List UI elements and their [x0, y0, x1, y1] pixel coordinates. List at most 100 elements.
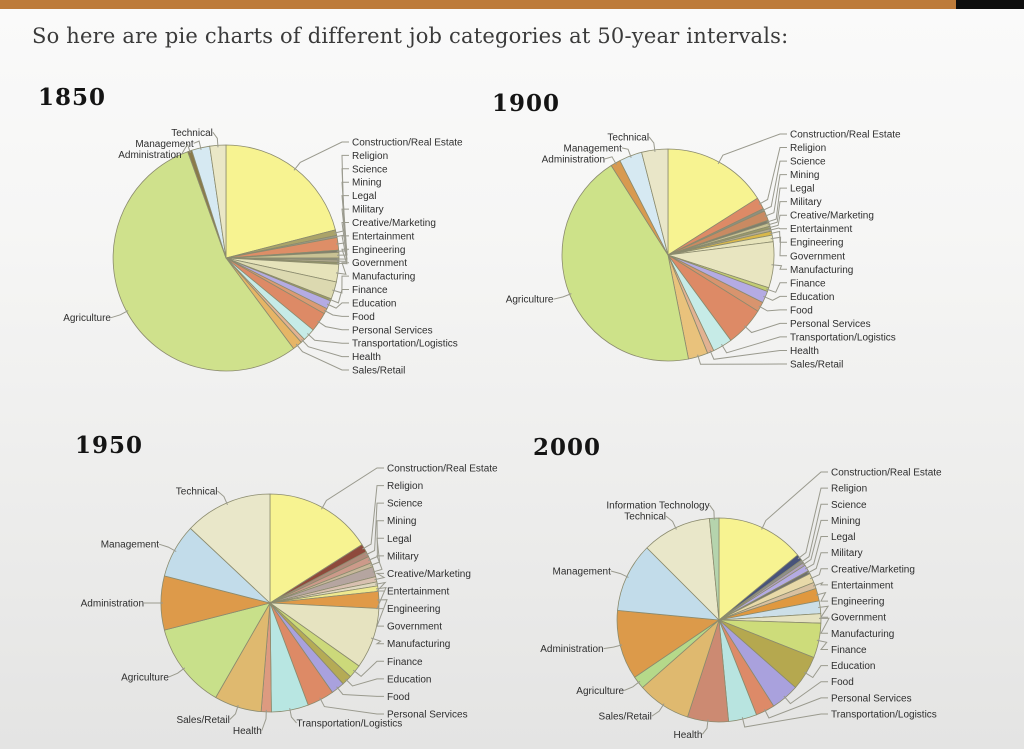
leader-line	[761, 160, 787, 212]
leader-line	[376, 599, 388, 627]
leader-line	[326, 302, 349, 309]
leader-line	[761, 471, 828, 530]
slice-label-manufacturing: Manufacturing	[790, 265, 853, 276]
slice-label-food: Food	[790, 305, 813, 316]
slice-label-government: Government	[831, 613, 886, 624]
chart-year-heading-1850: 1850	[38, 84, 107, 111]
slice-label-mining: Mining	[387, 516, 416, 527]
leader-line	[370, 637, 384, 645]
slice-label-management: Management	[101, 540, 160, 551]
slice-label-creative-marketing: Creative/Marketing	[387, 569, 471, 580]
slice-label-agriculture: Agriculture	[121, 672, 169, 683]
leader-line	[334, 168, 349, 238]
slice-label-administration: Administration	[542, 154, 605, 165]
top-accent-bar-orange-segment	[0, 0, 957, 9]
slice-label-legal: Legal	[831, 532, 855, 543]
slice-label-transportation-logistics: Transportation/Logistics	[790, 332, 896, 343]
leader-line	[376, 586, 387, 610]
leader-line	[818, 605, 830, 618]
leader-line	[261, 709, 267, 731]
slice-label-health: Health	[352, 352, 381, 363]
slice-label-sales-retail: Sales/Retail	[599, 712, 652, 723]
leader-line	[158, 543, 177, 552]
leader-line	[334, 154, 349, 234]
leader-line	[553, 293, 572, 300]
leader-line	[323, 309, 349, 317]
slice-label-finance: Finance	[352, 285, 388, 296]
leader-line	[336, 181, 349, 245]
slice-label-education: Education	[387, 674, 431, 685]
leader-line	[800, 503, 828, 563]
slice-label-military: Military	[387, 551, 419, 562]
leader-line	[345, 678, 384, 687]
slice-label-religion: Religion	[352, 151, 388, 162]
leader-line	[767, 201, 787, 226]
pie-svg-2000: Construction/Real Estate Religion Science M…	[540, 468, 942, 741]
slice-label-construction-real-estate: Construction/Real Estate	[790, 130, 901, 141]
slice-label-management: Management	[564, 143, 623, 154]
leader-line	[804, 536, 828, 570]
slice-label-religion: Religion	[831, 484, 867, 495]
pie-svg-1950: Construction/Real Estate Religion Science M…	[81, 464, 498, 738]
slice-label-finance: Finance	[387, 657, 423, 668]
slice-label-health: Health	[790, 346, 819, 357]
slice-label-sales-retail: Sales/Retail	[176, 715, 229, 726]
slice-label-entertainment: Entertainment	[831, 580, 893, 591]
slice-label-military: Military	[790, 197, 822, 208]
slice-label-management: Management	[135, 139, 194, 150]
slice-label-transportation-logistics: Transportation/Logistics	[352, 339, 458, 350]
slice-label-mining: Mining	[831, 516, 860, 527]
slice-label-education: Education	[831, 661, 875, 672]
leader-line	[802, 519, 828, 566]
leader-line	[771, 264, 787, 270]
slice-label-agriculture: Agriculture	[506, 295, 554, 306]
slice-label-entertainment: Entertainment	[790, 224, 852, 235]
leader-line	[807, 552, 828, 574]
leader-line	[217, 490, 228, 505]
leader-line	[797, 487, 828, 560]
leader-line	[741, 713, 828, 728]
leader-line	[665, 515, 677, 530]
slice-label-military: Military	[831, 548, 863, 559]
slice-label-creative-marketing: Creative/Marketing	[790, 211, 874, 222]
slice-label-agriculture: Agriculture	[576, 686, 624, 697]
slice-label-technical: Technical	[176, 487, 218, 498]
slice-label-health: Health	[233, 726, 262, 737]
leader-line	[766, 282, 787, 293]
leader-line	[783, 681, 828, 705]
leader-line	[168, 667, 186, 678]
leader-line	[332, 275, 349, 294]
leader-line	[763, 295, 787, 301]
top-accent-bar	[0, 0, 1024, 9]
leader-line	[818, 617, 830, 634]
slice-label-construction-real-estate: Construction/Real Estate	[352, 138, 463, 149]
top-accent-bar-black-segment	[956, 0, 1024, 9]
leader-line	[370, 537, 384, 566]
slice-label-military: Military	[352, 205, 384, 216]
slice-label-science: Science	[387, 499, 423, 510]
slice-label-finance: Finance	[790, 278, 826, 289]
slice-label-engineering: Engineering	[352, 245, 405, 256]
slice-label-health: Health	[673, 730, 702, 741]
slice-label-mining: Mining	[790, 170, 819, 181]
leader-line	[212, 132, 219, 148]
slice-label-construction-real-estate: Construction/Real Estate	[387, 464, 498, 475]
leader-line	[321, 467, 384, 510]
leader-line	[721, 336, 787, 354]
slice-label-religion: Religion	[790, 143, 826, 154]
pie-svg-1850: Construction/Real Estate Religion Science M…	[63, 128, 463, 377]
slice-label-food: Food	[831, 677, 854, 688]
leader-line	[603, 644, 623, 650]
slice-label-technical: Technical	[171, 128, 213, 139]
leader-line	[651, 703, 665, 717]
leader-line	[293, 141, 349, 171]
slice-label-manufacturing: Manufacturing	[387, 639, 450, 650]
leader-line	[610, 570, 629, 578]
slice-label-education: Education	[352, 298, 396, 309]
leader-line	[336, 235, 349, 262]
slice-label-technical: Technical	[624, 512, 666, 523]
pie-chart-2000: 2000 Construction/Real Estate Religion Sci…	[513, 432, 1024, 747]
leader-line	[328, 289, 349, 304]
leader-line	[307, 333, 349, 344]
